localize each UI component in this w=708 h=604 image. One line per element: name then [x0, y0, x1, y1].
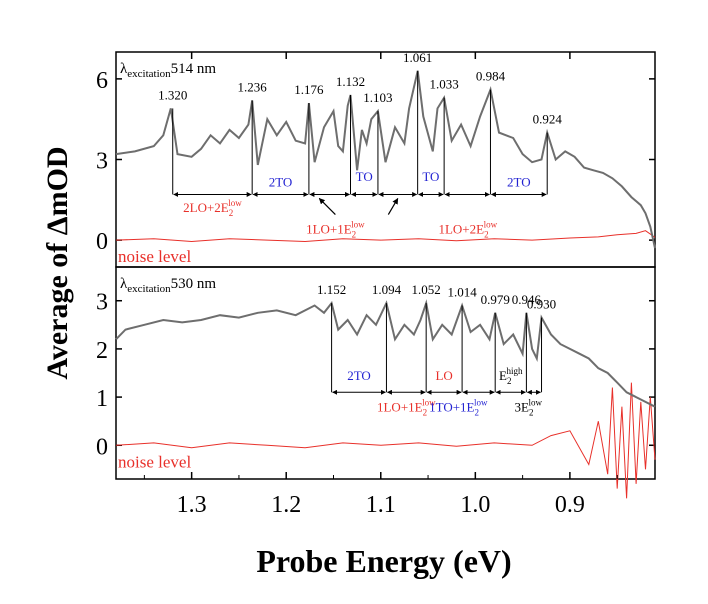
- y-tick-label: 0: [96, 434, 108, 460]
- signal-series-line: [115, 70, 656, 249]
- y-axis-title: Average of ΔmOD: [41, 146, 74, 379]
- noise-level-label: noise level: [118, 452, 191, 471]
- noise-level-label: noise level: [118, 247, 191, 266]
- x-tick-label: 0.9: [555, 492, 585, 518]
- peak-label: 1.176: [294, 82, 324, 97]
- x-tick-label: 1.1: [366, 492, 396, 518]
- segment-label: 2TO: [269, 174, 293, 189]
- peak-label: 0.984: [476, 69, 506, 84]
- peak-label: 1.132: [336, 74, 365, 89]
- pointer-arrow: [387, 197, 399, 215]
- peak-label: 1.052: [412, 282, 441, 297]
- y-tick-label: 2: [96, 338, 108, 364]
- peak-label: 1.236: [238, 79, 268, 94]
- y-tick-label: 6: [96, 68, 108, 94]
- peak-label: 1.033: [430, 77, 459, 92]
- segment-label: 2LO+2E2low: [183, 198, 242, 218]
- excitation-label: λexcitation514 nm: [120, 61, 216, 80]
- y-tick-label: 0: [96, 229, 108, 255]
- noise-series-line: [115, 382, 656, 499]
- peak-label: 0.924: [533, 112, 563, 127]
- noise-series-line: [115, 230, 656, 243]
- x-tick-label: 1.2: [271, 492, 301, 518]
- plot-frame: [115, 266, 656, 480]
- y-tick-label: 3: [96, 290, 108, 316]
- segment-label: 1TO+1E2low: [429, 398, 488, 418]
- x-axis-title: Probe Energy (eV): [256, 543, 511, 579]
- peak-label: 1.061: [403, 50, 432, 65]
- y-tick-label: 1: [96, 386, 108, 412]
- segment-label: 3E2low: [515, 398, 543, 418]
- segment-label: 2TO: [507, 174, 531, 189]
- x-tick-label: 1.3: [177, 492, 207, 518]
- peak-label: 0.946: [512, 292, 542, 307]
- peak-label: 1.320: [158, 87, 187, 102]
- assignment-label: 1LO+2E2low: [438, 219, 497, 239]
- segment-label: TO: [422, 169, 439, 184]
- x-axis: 1.3 1.2 1.1 1.0 0.9: [143, 52, 618, 518]
- segment-label: 2TO: [347, 368, 371, 383]
- segment-label: TO: [356, 169, 373, 184]
- segment-label: 1LO+1E2low: [377, 398, 436, 418]
- excitation-label: λexcitation530 nm: [120, 276, 216, 295]
- pointer-arrow: [318, 198, 336, 216]
- segment-label: LO: [435, 368, 452, 383]
- signal-series-line: [115, 299, 656, 408]
- y-tick-label: 3: [96, 149, 108, 175]
- x-tick-label: 1.0: [460, 492, 490, 518]
- peak-label: 1.152: [317, 282, 346, 297]
- peak-label: 1.014: [447, 285, 477, 300]
- peak-label: 1.094: [372, 282, 402, 297]
- peak-label: 0.930: [527, 297, 556, 312]
- segment-label: E2high: [499, 366, 523, 386]
- peak-label: 1.103: [363, 90, 392, 105]
- peak-label: 0.979: [481, 292, 510, 307]
- assignment-label: 1LO+1E2low: [306, 219, 365, 239]
